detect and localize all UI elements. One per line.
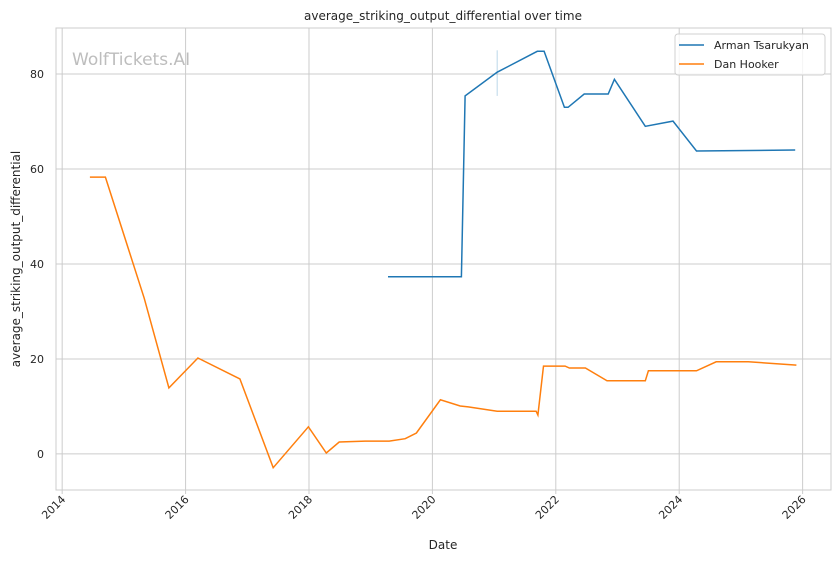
- y-tick-label: 60: [30, 163, 44, 176]
- x-tick-label: 2014: [39, 493, 68, 522]
- watermark: WolfTickets.AI: [72, 50, 190, 70]
- series-line-dan-hooker: [89, 176, 797, 470]
- x-tick-label: 2022: [533, 493, 562, 522]
- legend: Arman Tsarukyan Dan Hooker: [674, 33, 826, 76]
- x-tick-label: 2024: [656, 493, 685, 522]
- y-tick-label: 20: [30, 353, 44, 366]
- chart-title: average_striking_output_differential ove…: [304, 9, 582, 23]
- legend-label: Arman Tsarukyan: [714, 39, 809, 52]
- x-tick-label: 2018: [286, 493, 315, 522]
- x-tick-label: 2026: [780, 493, 809, 522]
- x-tick-label: 2016: [163, 493, 192, 522]
- y-tick-label: 0: [37, 448, 44, 461]
- series-line-arman-tsarukyan: [388, 50, 796, 278]
- x-axis-label: Date: [429, 538, 458, 552]
- y-tick-label: 40: [30, 258, 44, 271]
- x-tick-label: 2020: [410, 493, 439, 522]
- plot-frame: [55, 27, 832, 491]
- y-axis-label: average_striking_output_differential: [9, 151, 23, 367]
- y-tick-label: 80: [30, 68, 44, 81]
- legend-label: Dan Hooker: [714, 58, 779, 71]
- legend-box: [674, 33, 826, 76]
